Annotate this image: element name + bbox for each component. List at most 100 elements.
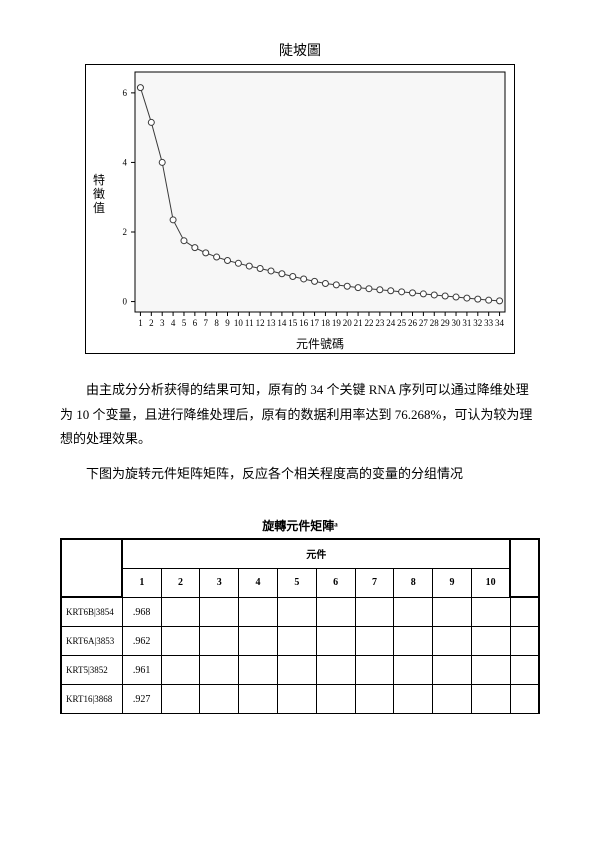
col-header: 9: [433, 568, 472, 597]
xtick-label: 4: [171, 318, 176, 328]
cell: [355, 685, 394, 714]
xtick-label: 18: [321, 318, 331, 328]
ytick-label: 0: [123, 297, 128, 307]
xtick-label: 25: [397, 318, 407, 328]
cell: [394, 597, 433, 627]
xtick-label: 1: [138, 318, 143, 328]
data-marker: [464, 295, 470, 301]
cell: [355, 656, 394, 685]
table-title: 旋轉元件矩陣ᵃ: [60, 517, 540, 534]
data-marker: [312, 278, 318, 284]
data-marker: [192, 245, 198, 251]
col-header: 1: [122, 568, 161, 597]
ylabel-char: 徵: [93, 186, 105, 201]
row-label: KRT16|3868: [61, 685, 122, 714]
ytick-label: 2: [123, 227, 128, 237]
cell: [316, 656, 355, 685]
table-row: KRT16|3868.927: [61, 685, 539, 714]
cell: .927: [122, 685, 161, 714]
cell: [161, 597, 200, 627]
scree-plot-container: 陡坡圖 024612345678910111213141516171819202…: [85, 40, 515, 358]
xtick-label: 34: [495, 318, 505, 328]
data-marker: [322, 280, 328, 286]
xtick-label: 3: [160, 318, 165, 328]
cell: [239, 685, 278, 714]
xtick-label: 24: [386, 318, 396, 328]
cell: [161, 627, 200, 656]
cell: .968: [122, 597, 161, 627]
cell: [200, 656, 239, 685]
cell: [355, 597, 394, 627]
data-marker: [214, 254, 220, 260]
cell: [433, 656, 472, 685]
data-marker: [399, 289, 405, 295]
xtick-label: 9: [225, 318, 230, 328]
xtick-label: 19: [332, 318, 342, 328]
cell: [433, 627, 472, 656]
xtick-label: 22: [364, 318, 373, 328]
cell: [277, 597, 316, 627]
cell: [316, 685, 355, 714]
ylabel-char: 特: [93, 172, 105, 187]
data-marker: [290, 274, 296, 280]
table-row: KRT6B|3854.968: [61, 597, 539, 627]
xtick-label: 16: [299, 318, 309, 328]
cell: [239, 656, 278, 685]
xtick-label: 33: [484, 318, 494, 328]
col-header: 8: [394, 568, 433, 597]
cell: [394, 627, 433, 656]
data-marker: [442, 293, 448, 299]
data-marker: [366, 286, 372, 292]
cell: [433, 597, 472, 627]
row-label: KRT6A|3853: [61, 627, 122, 656]
data-marker: [355, 285, 361, 291]
xtick-label: 6: [193, 318, 198, 328]
xtick-label: 27: [419, 318, 429, 328]
xtick-label: 28: [430, 318, 440, 328]
data-marker: [268, 268, 274, 274]
data-marker: [410, 290, 416, 296]
plot-panel: [135, 72, 505, 312]
table-row: KRT6A|3853.962: [61, 627, 539, 656]
xtick-label: 7: [203, 318, 208, 328]
data-marker: [137, 85, 143, 91]
xtick-label: 23: [375, 318, 385, 328]
trailing-cell: [510, 539, 539, 598]
corner-cell: [61, 539, 122, 598]
col-header: 7: [355, 568, 394, 597]
xtick-label: 2: [149, 318, 154, 328]
col-header: 2: [161, 568, 200, 597]
cell: [316, 627, 355, 656]
col-header: 3: [200, 568, 239, 597]
col-header: 6: [316, 568, 355, 597]
data-marker: [148, 119, 154, 125]
data-marker: [431, 292, 437, 298]
trailing-cell: [510, 685, 539, 714]
xlabel: 元件號碼: [296, 337, 344, 351]
trailing-cell: [510, 627, 539, 656]
data-marker: [420, 291, 426, 297]
data-marker: [203, 250, 209, 256]
xtick-label: 31: [462, 318, 471, 328]
cell: [200, 597, 239, 627]
data-marker: [453, 294, 459, 300]
trailing-cell: [510, 597, 539, 627]
data-marker: [170, 217, 176, 223]
data-marker: [225, 258, 231, 264]
component-header: 元件: [122, 539, 510, 569]
xtick-label: 30: [452, 318, 462, 328]
cell: [200, 685, 239, 714]
cell: [394, 656, 433, 685]
cell: [316, 597, 355, 627]
cell: [471, 685, 510, 714]
cell: [471, 597, 510, 627]
xtick-label: 14: [277, 318, 287, 328]
xtick-label: 5: [182, 318, 187, 328]
paragraph-1: 由主成分分析获得的结果可知，原有的 34 个关键 RNA 序列可以通过降维处理为…: [60, 378, 540, 452]
col-header: 5: [277, 568, 316, 597]
cell: [239, 597, 278, 627]
xtick-label: 26: [408, 318, 418, 328]
data-marker: [181, 238, 187, 244]
trailing-cell: [510, 656, 539, 685]
cell: [161, 656, 200, 685]
